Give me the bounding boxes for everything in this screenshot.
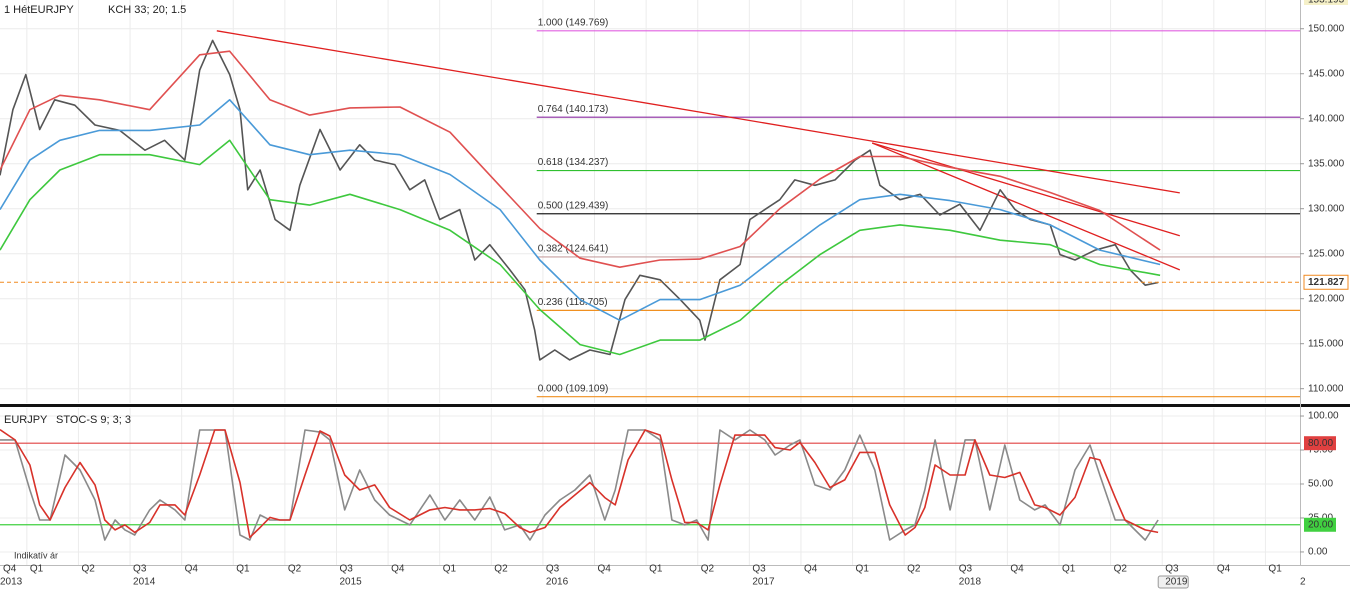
chart-subtitle: KCH 33; 20; 1.5 xyxy=(108,4,186,16)
x-year-label: 2018 xyxy=(959,577,982,588)
series-line xyxy=(0,50,1161,268)
series-line xyxy=(0,428,1159,539)
level-label: 20.00 xyxy=(1308,519,1333,530)
level-badge xyxy=(1304,517,1336,532)
level-label: 0.000 (109.109) xyxy=(538,383,609,394)
level-label: 0.618 (134.237) xyxy=(538,157,609,168)
trend-line xyxy=(872,142,1180,237)
x-tick-label: Q1 xyxy=(649,564,663,575)
y-tick-label: 120.000 xyxy=(1308,293,1345,304)
top-badge xyxy=(1304,0,1348,5)
level-badge xyxy=(1304,436,1336,451)
indicator-subtitle: STOC-S 9; 3; 3 xyxy=(56,414,131,426)
y-tick-label: 110.000 xyxy=(1308,383,1344,394)
x-tick-label: Q1 xyxy=(856,564,870,575)
x-tick-label: Q3 xyxy=(546,564,560,575)
x-tick-label: Q2 xyxy=(288,564,302,575)
x-tick-label: Q1 xyxy=(236,564,250,575)
x-year-label: 2019 xyxy=(1165,577,1188,588)
x-year-label: 2015 xyxy=(339,577,362,588)
x-tick-label: Q1 xyxy=(30,564,44,575)
y-tick-label: 150.000 xyxy=(1308,23,1345,34)
y-tick-label: 50.00 xyxy=(1308,479,1333,490)
x-year-label: 2016 xyxy=(546,577,569,588)
x-tick-label: Q1 xyxy=(1062,564,1076,575)
x-tick-label: Q3 xyxy=(339,564,353,575)
last-price-badge xyxy=(1303,274,1349,290)
x-tick-label: Q3 xyxy=(959,564,973,575)
x-tick-label: Q1 xyxy=(443,564,457,575)
level-label: 0.500 (129.439) xyxy=(538,200,609,211)
level-label: 80.00 xyxy=(1308,438,1333,449)
x-tick-label: Q4 xyxy=(1217,564,1231,575)
y-tick-label: 140.000 xyxy=(1308,113,1345,124)
x-year-label: 2014 xyxy=(133,577,156,588)
trend-line xyxy=(871,142,1181,271)
chart-title: 1 HétEURJPY xyxy=(4,4,74,16)
level-label: 1.000 (149.769) xyxy=(538,17,609,28)
x-tick-label: Q3 xyxy=(752,564,766,575)
x-tick-label: Q4 xyxy=(391,564,405,575)
level-label: 0.382 (124.641) xyxy=(538,244,609,255)
x-tick-label: Q3 xyxy=(1165,564,1179,575)
level-label: 0.236 (118.705) xyxy=(538,297,608,308)
y-tick-label: 125.000 xyxy=(1308,248,1345,259)
x-tick-label: Q1 xyxy=(1268,564,1282,575)
series-line xyxy=(0,139,1161,356)
y-tick-label: 115.000 xyxy=(1308,338,1344,349)
year-highlight xyxy=(1157,575,1189,589)
series-line xyxy=(0,39,1159,361)
x-tick-label: Q2 xyxy=(1114,564,1128,575)
x-tick-label: Q2 xyxy=(701,564,715,575)
y-tick-label: 135.000 xyxy=(1308,158,1345,169)
x-tick-label: Q3 xyxy=(133,564,147,575)
trend-line xyxy=(216,30,1180,194)
x-tick-label: Q2 xyxy=(494,564,508,575)
top-label: 153.193 xyxy=(1308,0,1345,6)
y-tick-label: 0.00 xyxy=(1308,547,1328,558)
y-tick-label: 100.00 xyxy=(1308,411,1339,422)
series-line xyxy=(0,99,1161,322)
series-line xyxy=(0,429,1159,541)
x-tick-label: Q4 xyxy=(1010,564,1024,575)
x-tick-label: Q2 xyxy=(81,564,95,575)
level-label: 0.764 (140.173) xyxy=(538,104,609,115)
x-year-label: 2013 xyxy=(0,577,23,588)
x-tick-label: Q2 xyxy=(907,564,921,575)
indicator-note: Indikatív ár xyxy=(14,550,58,560)
x-tick-label: Q4 xyxy=(804,564,818,575)
x-tick-label: Q4 xyxy=(598,564,612,575)
x-year-label: 2017 xyxy=(752,577,775,588)
last-price-label: 121.827 xyxy=(1308,277,1345,288)
x-year-label: 2 xyxy=(1300,577,1306,588)
x-tick-label: Q4 xyxy=(3,564,17,575)
indicator-title: EURJPY xyxy=(4,414,48,426)
y-tick-label: 145.000 xyxy=(1308,68,1345,79)
y-tick-label: 130.000 xyxy=(1308,203,1345,214)
x-tick-label: Q4 xyxy=(185,564,199,575)
